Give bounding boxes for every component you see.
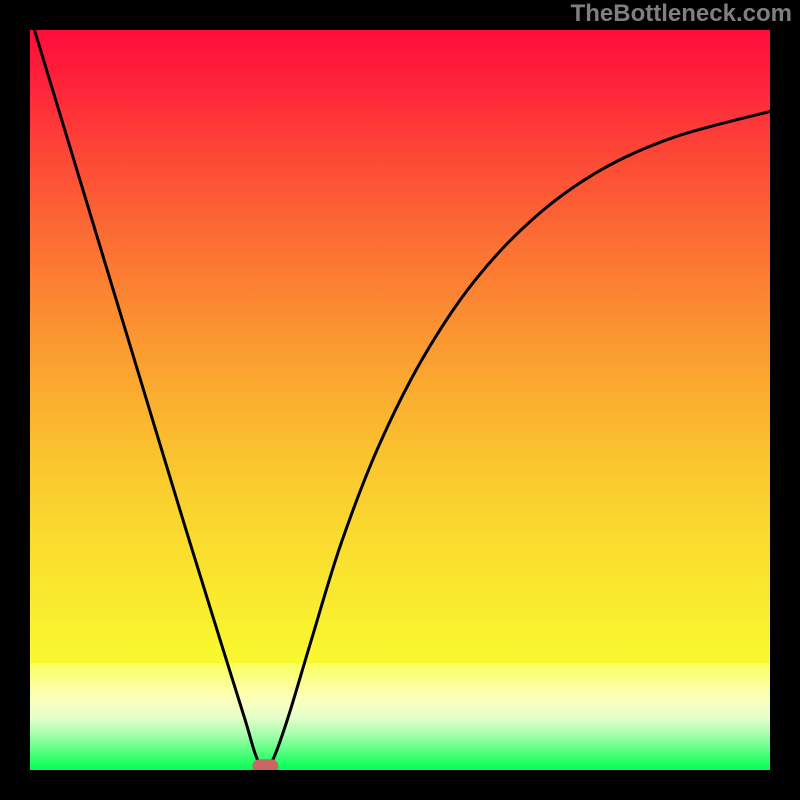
chart-svg	[0, 0, 800, 800]
watermark-text: TheBottleneck.com	[571, 0, 792, 28]
chart-frame: TheBottleneck.com	[0, 0, 800, 800]
